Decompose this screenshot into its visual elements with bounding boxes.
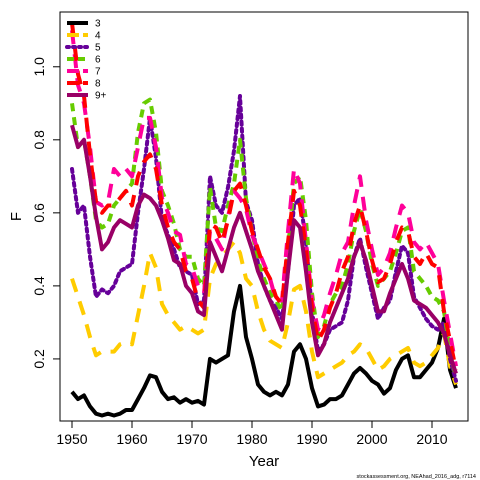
series-line-8 [70, 22, 458, 371]
series-line-6 [70, 97, 458, 378]
x-tick-label: 1970 [176, 431, 207, 447]
legend-label-8: 8 [95, 79, 101, 90]
x-tick-label: 1960 [116, 431, 147, 447]
y-tick-label: 0.4 [31, 276, 47, 296]
x-tick-label: 1990 [296, 431, 327, 447]
x-tick-label: 1980 [236, 431, 267, 447]
y-tick-label: 0.6 [31, 203, 47, 223]
x-axis: 1950 1960 1970 1980 1990 2000 2010 [56, 420, 448, 447]
series-layer [70, 22, 458, 418]
series-line-4 [70, 240, 458, 386]
y-tick-label: 0.2 [31, 349, 47, 369]
y-tick-label: 1.0 [31, 57, 47, 77]
legend-label-7: 7 [95, 67, 101, 78]
y-tick-label: 0.8 [31, 130, 47, 150]
legend-label-9plus: 9+ [95, 91, 107, 102]
footer-credit: stockassessment.org, NEAhad_2016_adg, r7… [357, 474, 476, 480]
x-axis-title: Year [249, 453, 279, 470]
series-line-3 [70, 283, 458, 418]
x-tick-label: 2010 [416, 431, 447, 447]
series-line-9plus [70, 124, 458, 375]
legend-label-6: 6 [95, 55, 101, 66]
plot-frame [59, 11, 469, 422]
series-line-7 [70, 30, 458, 367]
legend-label-4: 4 [95, 31, 101, 42]
x-tick-label: 1950 [56, 431, 87, 447]
legend-label-3: 3 [95, 19, 101, 30]
y-axis: 0.2 0.4 0.6 0.8 1.0 [31, 57, 61, 369]
legend-label-5: 5 [95, 43, 101, 54]
y-axis-title: F [8, 212, 25, 221]
x-tick-label: 2000 [356, 431, 387, 447]
